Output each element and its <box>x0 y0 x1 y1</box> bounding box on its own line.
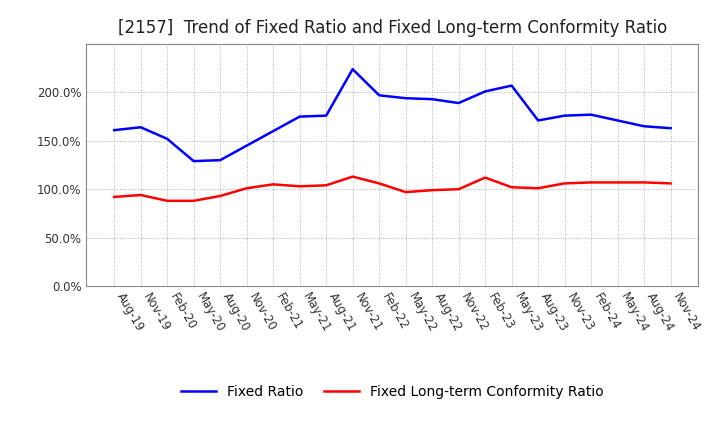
Fixed Long-term Conformity Ratio <box>454 187 463 192</box>
Fixed Ratio <box>269 128 277 134</box>
Fixed Ratio <box>508 83 516 88</box>
Title: [2157]  Trend of Fixed Ratio and Fixed Long-term Conformity Ratio: [2157] Trend of Fixed Ratio and Fixed Lo… <box>118 19 667 37</box>
Fixed Ratio <box>110 128 119 133</box>
Fixed Long-term Conformity Ratio <box>640 180 649 185</box>
Line: Fixed Long-term Conformity Ratio: Fixed Long-term Conformity Ratio <box>114 176 670 201</box>
Fixed Ratio <box>560 113 569 118</box>
Fixed Ratio <box>375 93 384 98</box>
Fixed Long-term Conformity Ratio <box>587 180 595 185</box>
Fixed Ratio <box>401 95 410 101</box>
Fixed Long-term Conformity Ratio <box>534 186 542 191</box>
Fixed Long-term Conformity Ratio <box>110 194 119 200</box>
Fixed Long-term Conformity Ratio <box>613 180 622 185</box>
Fixed Long-term Conformity Ratio <box>216 193 225 198</box>
Fixed Long-term Conformity Ratio <box>401 190 410 195</box>
Fixed Ratio <box>454 100 463 106</box>
Fixed Long-term Conformity Ratio <box>136 192 145 198</box>
Fixed Ratio <box>666 125 675 131</box>
Fixed Long-term Conformity Ratio <box>560 181 569 186</box>
Fixed Long-term Conformity Ratio <box>481 175 490 180</box>
Fixed Ratio <box>163 136 171 142</box>
Fixed Ratio <box>428 96 436 102</box>
Fixed Ratio <box>136 125 145 130</box>
Fixed Long-term Conformity Ratio <box>243 186 251 191</box>
Fixed Ratio <box>587 112 595 117</box>
Fixed Ratio <box>348 66 357 72</box>
Legend: Fixed Ratio, Fixed Long-term Conformity Ratio: Fixed Ratio, Fixed Long-term Conformity … <box>176 380 609 405</box>
Fixed Long-term Conformity Ratio <box>508 185 516 190</box>
Fixed Long-term Conformity Ratio <box>666 181 675 186</box>
Fixed Ratio <box>243 143 251 148</box>
Fixed Ratio <box>640 124 649 129</box>
Fixed Ratio <box>613 118 622 123</box>
Fixed Long-term Conformity Ratio <box>428 187 436 193</box>
Fixed Long-term Conformity Ratio <box>375 181 384 186</box>
Fixed Long-term Conformity Ratio <box>322 183 330 188</box>
Fixed Long-term Conformity Ratio <box>269 182 277 187</box>
Fixed Ratio <box>295 114 304 119</box>
Fixed Ratio <box>189 158 198 164</box>
Fixed Ratio <box>322 113 330 118</box>
Line: Fixed Ratio: Fixed Ratio <box>114 69 670 161</box>
Fixed Long-term Conformity Ratio <box>348 174 357 179</box>
Fixed Ratio <box>481 89 490 94</box>
Fixed Long-term Conformity Ratio <box>189 198 198 203</box>
Fixed Long-term Conformity Ratio <box>163 198 171 203</box>
Fixed Long-term Conformity Ratio <box>295 183 304 189</box>
Fixed Ratio <box>534 118 542 123</box>
Fixed Ratio <box>216 158 225 163</box>
